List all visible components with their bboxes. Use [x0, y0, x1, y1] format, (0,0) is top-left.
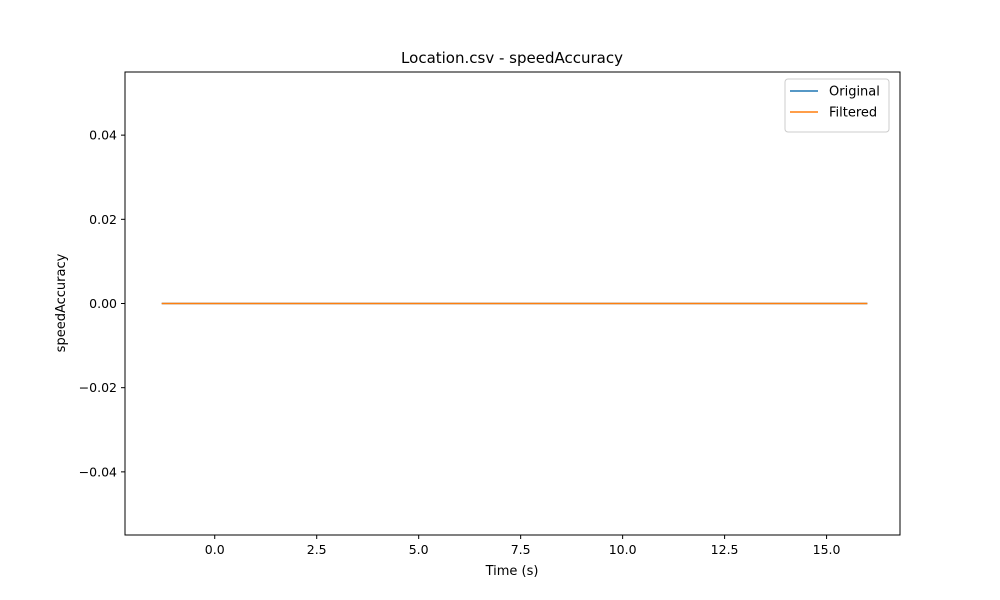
y-tick-label: 0.02 — [89, 212, 117, 227]
x-tick-label: 15.0 — [813, 542, 841, 557]
x-tick-label: 7.5 — [511, 542, 531, 557]
legend-box — [784, 78, 890, 133]
x-axis: 0.0 2.5 5.0 7.5 10.0 12.5 15.0 — [205, 535, 841, 557]
y-axis: −0.04 −0.02 0.00 0.02 0.04 — [79, 128, 125, 479]
x-tick-label: 0.0 — [205, 542, 225, 557]
y-tick-label: 0.00 — [89, 296, 117, 311]
y-tick-label: −0.02 — [79, 380, 117, 395]
legend-entry: Filtered — [829, 106, 877, 121]
legend-entry: Original — [829, 85, 880, 100]
x-tick-label: 2.5 — [307, 542, 327, 557]
x-tick-label: 5.0 — [409, 542, 429, 557]
x-tick-label: 12.5 — [711, 542, 739, 557]
legend: Original Filtered — [784, 78, 890, 133]
y-axis-label: speedAccuracy — [54, 253, 69, 352]
x-axis-label: Time (s) — [485, 564, 539, 579]
y-tick-label: 0.04 — [89, 128, 117, 143]
chart-title: Location.csv - speedAccuracy — [401, 49, 623, 67]
x-tick-label: 10.0 — [609, 542, 637, 557]
y-tick-label: −0.04 — [79, 464, 117, 479]
